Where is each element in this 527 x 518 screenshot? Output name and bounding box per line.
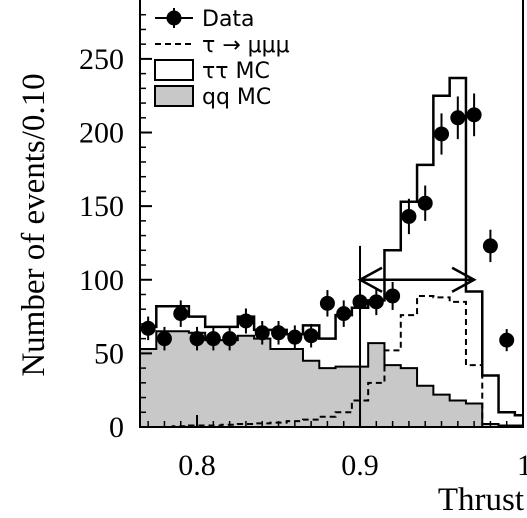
legend-label: ττ MC bbox=[202, 59, 270, 84]
y-tick-label: 250 bbox=[79, 43, 124, 76]
arrow-head-right bbox=[451, 266, 477, 293]
data-point bbox=[140, 320, 156, 336]
y-tick-label: 100 bbox=[79, 264, 124, 297]
data-point bbox=[254, 325, 270, 341]
data-point bbox=[287, 329, 303, 345]
data-point bbox=[238, 313, 254, 329]
data-point bbox=[271, 325, 287, 341]
data-points bbox=[140, 93, 515, 352]
x-axis-label: Thrust bbox=[438, 482, 524, 518]
data-point bbox=[482, 238, 498, 254]
data-point bbox=[173, 306, 189, 322]
data-point bbox=[156, 331, 172, 347]
legend-label: qq MC bbox=[202, 85, 271, 110]
data-point bbox=[336, 306, 352, 322]
x-tick-label: 1 bbox=[517, 449, 527, 482]
y-tick-label: 50 bbox=[94, 337, 124, 370]
legend-label: Data bbox=[202, 7, 255, 32]
data-point bbox=[319, 295, 335, 311]
data-point bbox=[466, 107, 482, 123]
data-point bbox=[303, 328, 319, 344]
plot-area bbox=[139, 76, 524, 428]
y-tick-label: 0 bbox=[109, 411, 124, 444]
data-point bbox=[417, 195, 433, 211]
y-tick-label: 200 bbox=[79, 117, 124, 150]
x-tick-label: 0.9 bbox=[341, 449, 379, 482]
data-point bbox=[189, 331, 205, 347]
data-point bbox=[499, 332, 515, 348]
axes: 0 50 100 150 200 250 0.8 0.9 1 bbox=[79, 0, 527, 482]
data-point bbox=[368, 294, 384, 310]
legend-data-marker bbox=[166, 10, 182, 26]
data-point bbox=[222, 331, 238, 347]
signal-mc-histogram bbox=[140, 294, 484, 428]
x-tick-label: 0.8 bbox=[178, 449, 216, 482]
y-tick-label: 150 bbox=[79, 190, 124, 223]
data-point bbox=[434, 126, 450, 142]
data-point bbox=[352, 294, 368, 310]
tautau-mc-histogram bbox=[140, 76, 523, 417]
legend-tautau-box bbox=[154, 59, 194, 81]
legend-label: τ → μμμ bbox=[202, 33, 290, 58]
data-point bbox=[205, 331, 221, 347]
data-point bbox=[385, 288, 401, 304]
y-axis-label: Number of events/0.10 bbox=[16, 73, 52, 376]
arrow-head-left bbox=[357, 266, 383, 293]
data-point bbox=[401, 208, 417, 224]
qq-mc-histogram bbox=[139, 330, 524, 428]
legend-qq-box bbox=[154, 85, 194, 107]
data-point bbox=[450, 110, 466, 126]
